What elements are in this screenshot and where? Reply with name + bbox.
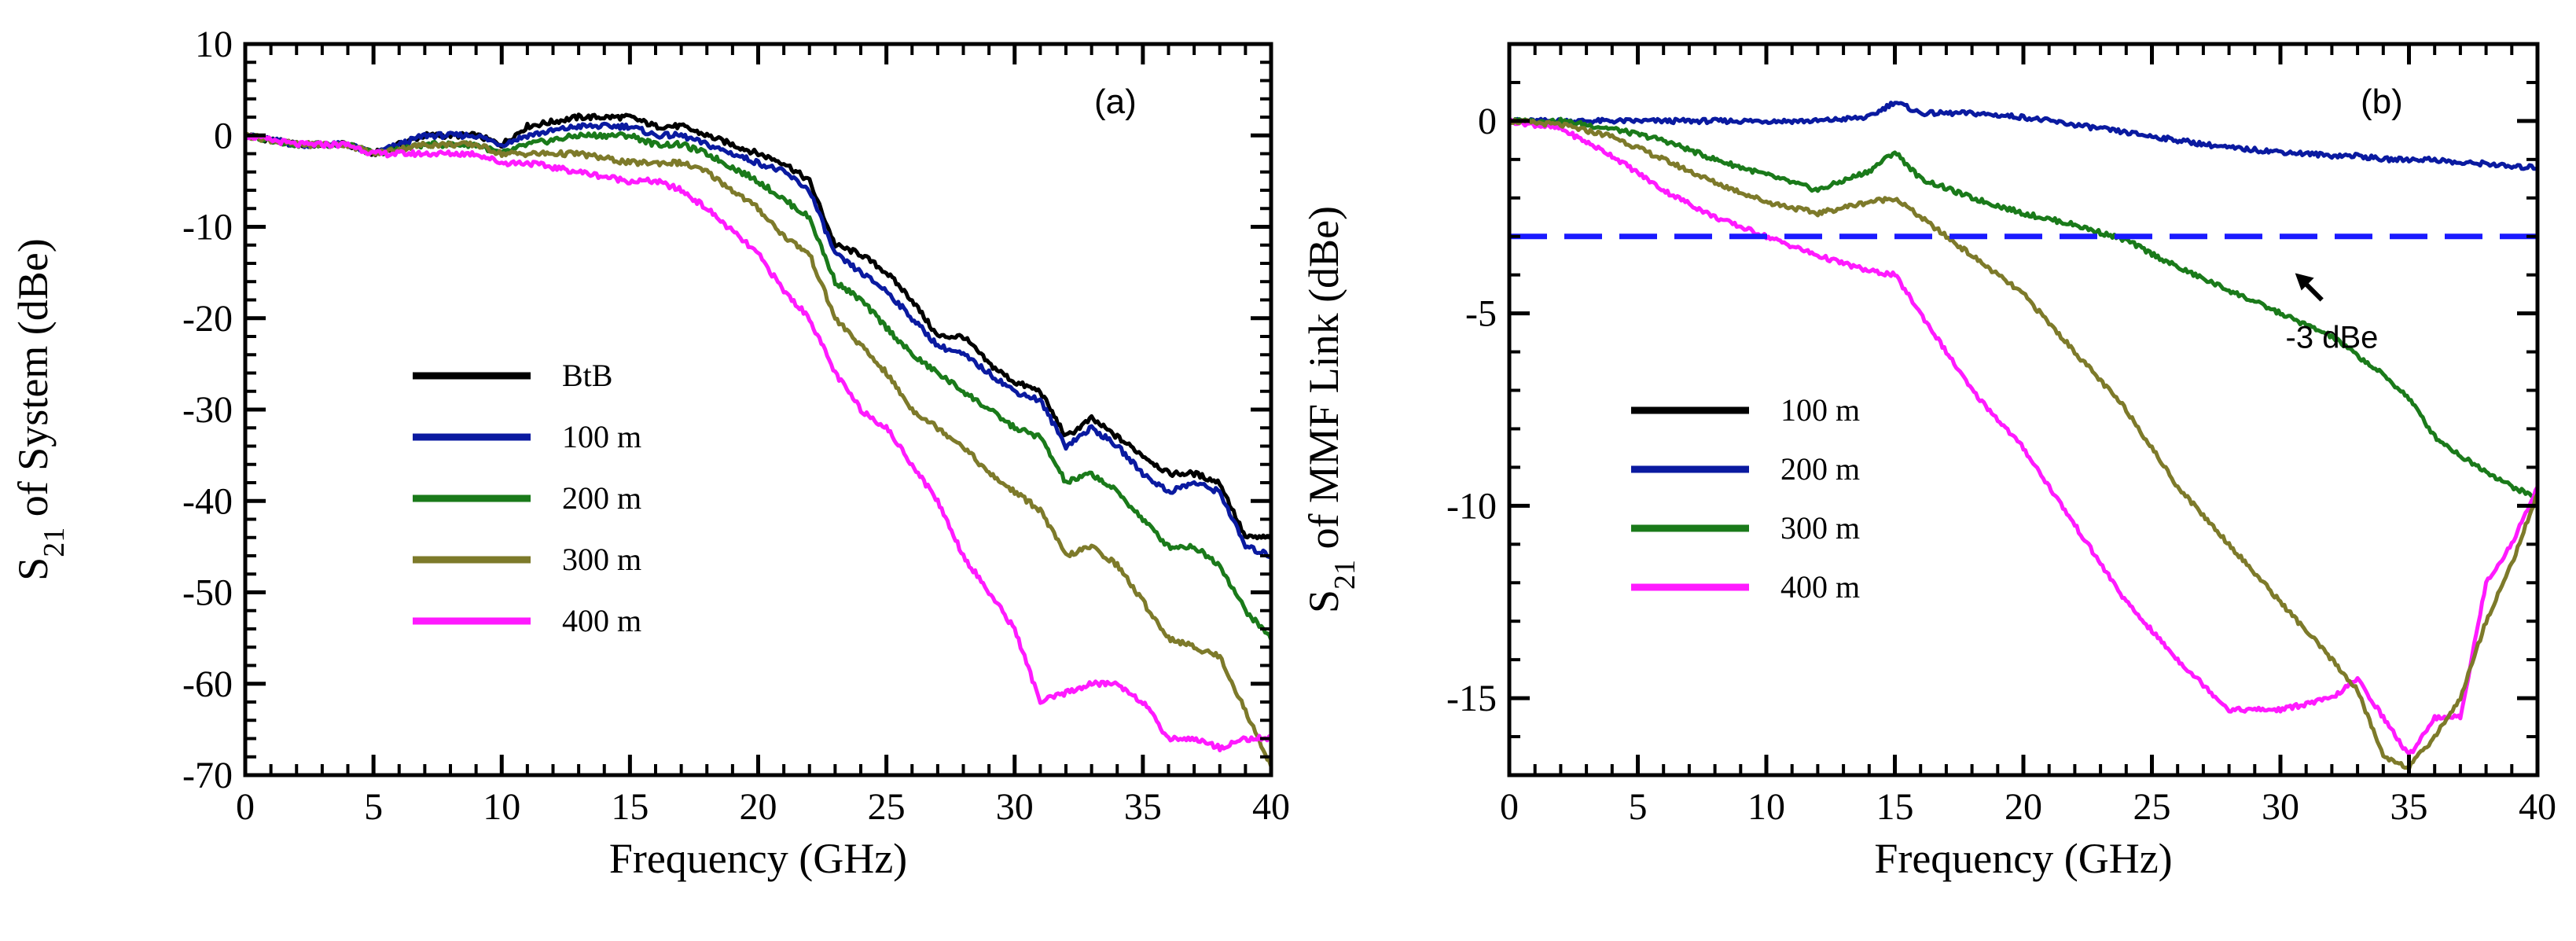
- x-tick-label: 25: [2133, 786, 2171, 828]
- legend-label: 200 m: [1780, 451, 1860, 487]
- y-tick-label: 0: [1478, 101, 1497, 142]
- y-tick-label: -50: [182, 572, 233, 614]
- y-tick-label: -20: [182, 298, 233, 340]
- x-axis-title: Frequency (GHz): [609, 835, 907, 882]
- legend-label: 400 m: [1780, 569, 1860, 605]
- series-line-400-m: [244, 132, 1273, 752]
- y-tick-label: -60: [182, 663, 233, 705]
- x-tick-label: 30: [996, 786, 1034, 828]
- series-line-200-m: [1508, 101, 2538, 171]
- y-tick-label: -15: [1446, 678, 1497, 719]
- panel-label: (a): [1094, 83, 1137, 121]
- y-axis-title: S21 of MMF Link (dBe): [1300, 206, 1361, 613]
- y-tick-label: -10: [1446, 485, 1497, 527]
- legend-label: 200 m: [562, 480, 641, 516]
- legend-label: BtB: [562, 358, 612, 393]
- x-tick-label: 30: [2262, 786, 2299, 828]
- y-tick-label: 0: [214, 115, 233, 156]
- y-axis-title: S21 of System (dBe): [9, 238, 71, 581]
- panel-label: (b): [2361, 83, 2403, 121]
- x-tick-label: 5: [364, 786, 383, 828]
- series-line-400-m: [1508, 117, 2540, 756]
- series-line-300-m: [1508, 116, 2540, 501]
- panel-b: -3 dBe 0 5 10 15 20 25 30 35 40 0 -5 -10 -15 Frequency…: [1300, 42, 2556, 882]
- x-tick-label: 20: [2005, 786, 2042, 828]
- x-tick-label: 40: [2519, 786, 2556, 828]
- x-tick-label: 25: [868, 786, 906, 828]
- y-tick-label: 10: [195, 24, 233, 65]
- legend-label: 100 m: [562, 419, 641, 454]
- legend-label: 300 m: [1780, 510, 1860, 546]
- panel-a: 0 5 10 15 20 25 30 35 40 10 0 -10 -20 -30 -40 -50 -60 -70…: [9, 24, 1290, 882]
- x-tick-label: 10: [1747, 786, 1785, 828]
- x-tick-label: 40: [1252, 786, 1290, 828]
- series-line-btb: [243, 112, 1273, 541]
- y-tick-label: -10: [182, 207, 233, 248]
- x-tick-label: 35: [1124, 786, 1162, 828]
- x-tick-label: 5: [1629, 786, 1648, 828]
- legend-label: 400 m: [562, 603, 641, 638]
- x-tick-label: 0: [236, 786, 255, 828]
- legend-label: 100 m: [1780, 392, 1860, 428]
- x-tick-label: 35: [2390, 786, 2428, 828]
- x-tick-label: 10: [483, 786, 520, 828]
- series-line-400-m-olive-trace-: [1508, 118, 2540, 771]
- y-tick-label: -30: [182, 389, 233, 431]
- legend-label: 300 m: [562, 542, 641, 577]
- x-tick-label: 15: [611, 786, 649, 828]
- series-line-300-m: [243, 131, 1273, 767]
- y-tick-label: -70: [182, 755, 233, 796]
- y-tick-label: -5: [1465, 293, 1497, 335]
- annotation-arrow-head: [2295, 273, 2314, 291]
- x-tick-label: 20: [740, 786, 777, 828]
- annotation-label: -3 dBe: [2286, 321, 2379, 355]
- series-line-100-m: [244, 121, 1272, 559]
- y-tick-label: -40: [182, 480, 233, 522]
- x-tick-label: 0: [1500, 786, 1519, 828]
- x-axis-title: Frequency (GHz): [1874, 835, 2172, 882]
- x-tick-label: 15: [1876, 786, 1914, 828]
